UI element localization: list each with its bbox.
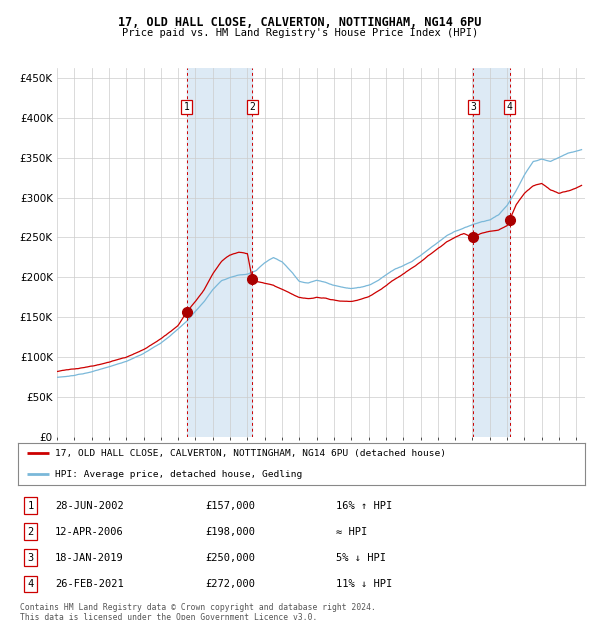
Text: 5% ↓ HPI: 5% ↓ HPI	[335, 552, 386, 562]
Text: Contains HM Land Registry data © Crown copyright and database right 2024.
This d: Contains HM Land Registry data © Crown c…	[20, 603, 376, 620]
Bar	[473, 68, 509, 437]
Text: 18-JAN-2019: 18-JAN-2019	[55, 552, 124, 562]
Text: £250,000: £250,000	[205, 552, 255, 562]
Bar	[187, 68, 252, 437]
Text: 3: 3	[28, 552, 34, 562]
Text: £198,000: £198,000	[205, 526, 255, 536]
Text: ≈ HPI: ≈ HPI	[335, 526, 367, 536]
Text: 3: 3	[470, 102, 476, 112]
Text: 17, OLD HALL CLOSE, CALVERTON, NOTTINGHAM, NG14 6PU (detached house): 17, OLD HALL CLOSE, CALVERTON, NOTTINGHA…	[55, 449, 446, 458]
Text: 4: 4	[507, 102, 512, 112]
Text: £272,000: £272,000	[205, 578, 255, 588]
Text: 11% ↓ HPI: 11% ↓ HPI	[335, 578, 392, 588]
Text: 17, OLD HALL CLOSE, CALVERTON, NOTTINGHAM, NG14 6PU: 17, OLD HALL CLOSE, CALVERTON, NOTTINGHA…	[118, 16, 482, 29]
Text: 2: 2	[250, 102, 255, 112]
Text: Price paid vs. HM Land Registry's House Price Index (HPI): Price paid vs. HM Land Registry's House …	[122, 28, 478, 38]
Text: 4: 4	[28, 578, 34, 588]
Text: 1: 1	[28, 500, 34, 510]
Text: HPI: Average price, detached house, Gedling: HPI: Average price, detached house, Gedl…	[55, 470, 302, 479]
Text: 26-FEB-2021: 26-FEB-2021	[55, 578, 124, 588]
Text: £157,000: £157,000	[205, 500, 255, 510]
Text: 1: 1	[184, 102, 190, 112]
Text: 2: 2	[28, 526, 34, 536]
Text: 28-JUN-2002: 28-JUN-2002	[55, 500, 124, 510]
Text: 12-APR-2006: 12-APR-2006	[55, 526, 124, 536]
Text: 16% ↑ HPI: 16% ↑ HPI	[335, 500, 392, 510]
